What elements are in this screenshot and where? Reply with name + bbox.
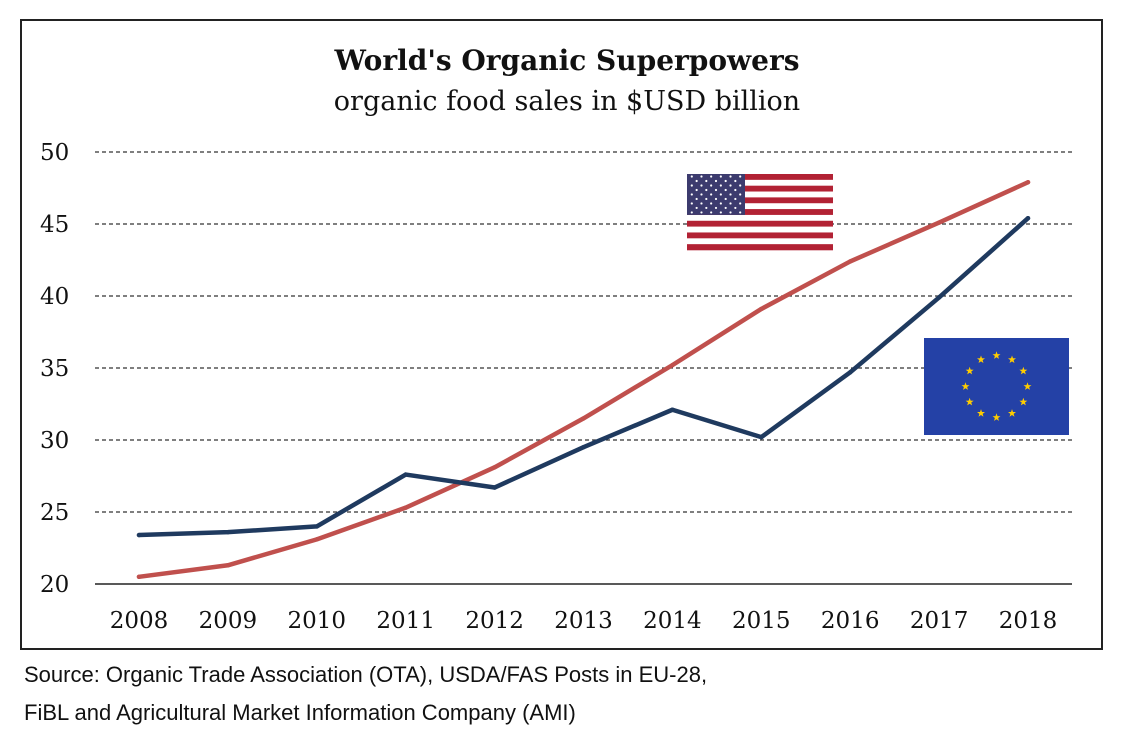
x-tick-label: 2015 xyxy=(732,608,791,634)
series-line-2 xyxy=(136,215,1031,538)
series-2-point xyxy=(670,407,675,412)
y-tick-label: 45 xyxy=(40,212,69,238)
series-2-point xyxy=(314,524,319,529)
series-1-point xyxy=(136,574,142,579)
x-tick-label: 2014 xyxy=(643,608,702,634)
chart-title: World's Organic Superpowers xyxy=(334,44,800,77)
series-2-point xyxy=(403,472,408,477)
eu-flag-icon xyxy=(924,338,1069,435)
series-1-point xyxy=(848,259,853,264)
usa-flag-icon xyxy=(687,174,833,251)
series-2-point xyxy=(1025,216,1031,221)
series-1-point xyxy=(936,220,942,225)
series-2-point xyxy=(581,445,586,450)
series-1-point xyxy=(1025,180,1031,185)
y-tick-label: 20 xyxy=(40,572,69,598)
x-tick-label: 2010 xyxy=(288,608,347,634)
series-1-point xyxy=(581,416,586,421)
x-tick-label: 2013 xyxy=(554,608,613,634)
x-tick-label: 2017 xyxy=(910,608,969,634)
series-1-point xyxy=(670,362,675,368)
y-tick-label: 30 xyxy=(40,428,69,454)
series-2-point xyxy=(759,434,764,440)
chart-subtitle: organic food sales in $USD billion xyxy=(333,86,801,117)
x-tick-label: 2011 xyxy=(376,608,435,634)
series-2-point xyxy=(492,485,497,490)
source-line-1: Source: Organic Trade Association (OTA),… xyxy=(24,662,708,687)
x-tick-label: 2016 xyxy=(821,608,880,634)
chart-frame xyxy=(20,19,1103,650)
series-1-point xyxy=(403,505,408,510)
y-tick-label: 35 xyxy=(40,356,69,382)
series-2-point xyxy=(936,295,942,300)
y-tick-label: 25 xyxy=(40,500,69,526)
series-2-point xyxy=(848,370,853,375)
series-1-point xyxy=(225,563,231,568)
x-tick-label: 2009 xyxy=(199,608,258,634)
series-1-point xyxy=(314,537,319,542)
series-1-point xyxy=(492,465,497,470)
x-tick-label: 2018 xyxy=(999,608,1058,634)
source-line-2: FiBL and Agricultural Market Information… xyxy=(24,700,576,725)
x-tick-label: 2008 xyxy=(110,608,169,634)
y-tick-label: 40 xyxy=(40,284,69,310)
series-2-point xyxy=(136,532,142,538)
y-tick-label: 50 xyxy=(40,140,69,166)
series-1-point xyxy=(759,306,764,312)
series-line-1 xyxy=(136,179,1031,580)
series-2-point xyxy=(225,529,231,535)
x-tick-label: 2012 xyxy=(465,608,524,634)
